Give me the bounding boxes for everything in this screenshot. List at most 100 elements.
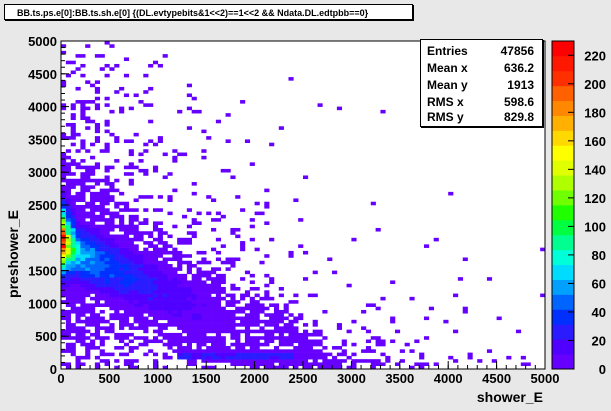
heatmap-cell [162,264,168,268]
heatmap-cell [152,247,159,252]
heatmap-cell [288,362,294,367]
heatmap-cell [167,267,173,271]
heatmap-cell [448,355,454,360]
heatmap-cell [114,273,120,278]
heatmap-cell [157,227,163,232]
heatmap-cell [332,362,338,367]
heatmap-cell [99,234,105,239]
heatmap-cell [109,329,115,334]
heatmap-cell [85,247,91,252]
heatmap-cell [235,329,241,334]
heatmap-cell [477,359,483,363]
heatmap-cell [109,270,115,275]
heatmap-cell [211,329,217,334]
heatmap-cell [201,260,207,265]
heatmap-cell [230,293,236,298]
heatmap-cell [211,336,217,340]
heatmap-cell [215,267,222,271]
heatmap-cell [94,218,101,222]
heatmap-cell [80,355,86,360]
heatmap-cell [114,303,120,307]
heatmap-cell [123,352,130,357]
heatmap-cell [249,352,255,357]
heatmap-cell [114,267,120,271]
heatmap-cell [312,319,318,324]
heatmap-cell [264,342,270,347]
heatmap-cell [61,260,67,265]
heatmap-cell [312,352,318,357]
heatmap-cell [80,309,86,314]
heatmap-cell [80,182,86,186]
heatmap-cell [94,365,101,370]
heatmap-cell [94,123,101,127]
heatmap-cell [65,224,71,229]
heatmap-cell [162,342,168,347]
heatmap-cell [230,300,236,304]
heatmap-cell [419,362,425,367]
heatmap-cell [109,290,115,294]
heatmap-cell [114,277,120,281]
heatmap-cell [119,254,125,258]
heatmap-cell [370,303,376,307]
heatmap-cell [167,355,173,360]
heatmap-cell [109,227,115,232]
heatmap-cell [128,139,134,143]
heatmap-cell [104,283,110,288]
z-tick-label: 100 [584,219,606,234]
heatmap-cell [167,342,173,347]
heatmap-cell [220,273,226,278]
heatmap-cell [196,283,202,288]
heatmap-cell [119,208,125,212]
heatmap-cell [244,290,251,294]
heatmap-cell [123,270,130,275]
heatmap-cell [99,54,105,58]
heatmap-cell [128,270,134,275]
heatmap-cell [336,362,343,367]
heatmap-cell [114,346,120,350]
heatmap-cell [128,280,134,285]
heatmap-cell [336,106,343,111]
heatmap-cell [288,359,294,363]
heatmap-cell [109,237,115,242]
heatmap-cell [249,349,255,353]
heatmap-cell [215,277,222,281]
heatmap-cell [220,355,226,360]
heatmap-cell [80,106,86,111]
heatmap-cell [293,326,299,330]
heatmap-cell [119,287,125,291]
heatmap-cell [157,316,163,321]
heatmap-cell [254,362,260,367]
heatmap-cell [240,244,246,248]
heatmap-cell [104,254,110,258]
x-tick-label: 4500 [482,371,511,386]
heatmap-cell [269,362,275,367]
heatmap-cell [70,182,76,186]
heatmap-cell [264,254,270,258]
heatmap-cell [235,359,241,363]
heatmap-cell [128,221,134,225]
heatmap-cell [177,306,183,311]
heatmap-cell [162,250,168,255]
heatmap-cell [201,290,207,294]
heatmap-cell [215,339,222,344]
heatmap-cell [278,319,284,324]
heatmap-cell [259,309,265,314]
heatmap-cell [240,296,246,301]
heatmap-cell [365,329,372,334]
heatmap-cell [128,296,134,301]
heatmap-cell [143,208,149,212]
heatmap-cell [65,313,71,317]
heatmap-cell [235,342,241,347]
heatmap-cell [104,103,110,107]
heatmap-cell [65,267,71,271]
heatmap-cell [201,287,207,291]
heatmap-cell [462,309,468,314]
heatmap-cell [138,267,144,271]
heatmap-cell [235,306,241,311]
heatmap-cell [70,178,76,183]
heatmap-cell [99,257,105,262]
heatmap-cell [211,198,217,203]
heatmap-cell [167,198,173,203]
heatmap-cell [90,313,96,317]
heatmap-cell [123,139,130,143]
